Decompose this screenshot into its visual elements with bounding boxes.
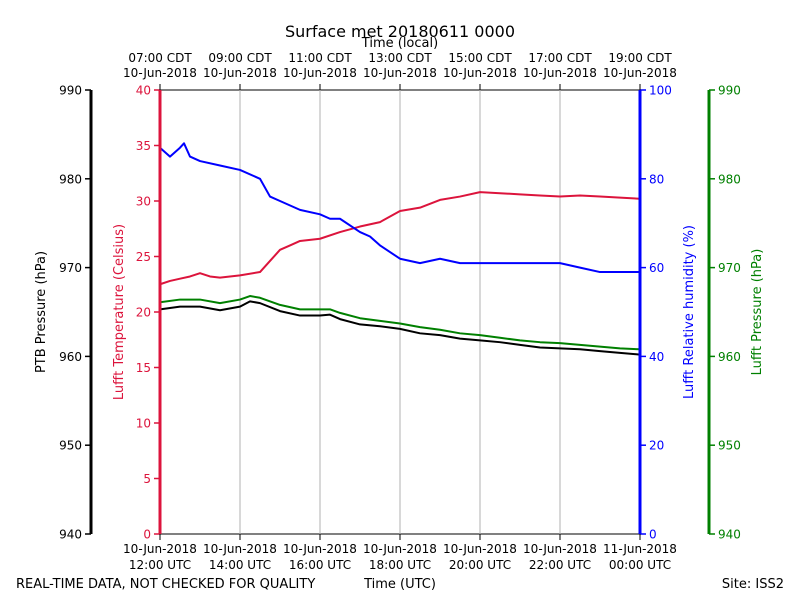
humidity-axis-title: Lufft Relative humidity (%) bbox=[682, 225, 697, 399]
top-x-tick-date: 10-Jun-2018 bbox=[123, 66, 197, 80]
bottom-x-tick-time: 16:00 UTC bbox=[289, 558, 351, 572]
top-x-tick-date: 10-Jun-2018 bbox=[283, 66, 357, 80]
site-label: Site: ISS2 bbox=[722, 577, 784, 592]
humidity-tick-label: 40 bbox=[649, 350, 664, 364]
ptb_pressure-tick-label: 990 bbox=[59, 84, 82, 98]
ptb_pressure-tick-label: 960 bbox=[59, 350, 82, 364]
bottom-x-tick-time: 20:00 UTC bbox=[449, 558, 511, 572]
humidity-tick-label: 20 bbox=[649, 439, 664, 453]
top-x-tick-time: 13:00 CDT bbox=[368, 51, 432, 65]
gridlines bbox=[239, 90, 561, 534]
bottom-x-tick-time: 22:00 UTC bbox=[529, 558, 591, 572]
bottom-x-tick-time: 12:00 UTC bbox=[129, 558, 191, 572]
humidity-tick-label: 0 bbox=[649, 528, 657, 542]
lufft-relative-humidity-line bbox=[159, 142, 640, 274]
bottom-x-tick-date: 10-Jun-2018 bbox=[523, 542, 597, 556]
temperature-tick-label: 0 bbox=[143, 528, 151, 542]
axes-group: 940 950 960 970 980 990 PTB Pressure (hPa) 0 5 10… bbox=[34, 84, 765, 542]
top-x-tick-date: 10-Jun-2018 bbox=[443, 66, 517, 80]
bottom-x-tick-time: 14:00 UTC bbox=[209, 558, 271, 572]
lufft_pressure-tick-label: 960 bbox=[718, 350, 741, 364]
temperature-tick-label: 20 bbox=[136, 306, 151, 320]
ptb_pressure-tick-label: 980 bbox=[59, 172, 82, 186]
top-x-tick-time: 07:00 CDT bbox=[128, 51, 192, 65]
lufft-temperature-line bbox=[159, 191, 641, 286]
top-x-tick-time: 09:00 CDT bbox=[208, 51, 272, 65]
top-x-tick-date: 10-Jun-2018 bbox=[523, 66, 597, 80]
top-x-tick-date: 10-Jun-2018 bbox=[363, 66, 437, 80]
x-ticks-group: 10-Jun-2018 12:00 UTC 10-Jun-2018 14:00 UTC… bbox=[123, 51, 677, 572]
ptb_pressure-tick-label: 940 bbox=[59, 528, 82, 542]
bottom-x-tick-time: 18:00 UTC bbox=[369, 558, 431, 572]
lufft_pressure-axis-title: Lufft Pressure (hPa) bbox=[750, 249, 765, 376]
temperature-tick-label: 40 bbox=[136, 84, 151, 98]
bottom-x-tick-time: 00:00 UTC bbox=[609, 558, 671, 572]
temperature-axis-title: Lufft Temperature (Celsius) bbox=[112, 224, 127, 400]
lufft-pressure-line bbox=[159, 295, 641, 351]
lufft_pressure-tick-label: 950 bbox=[718, 439, 741, 453]
ptb_pressure-tick-label: 950 bbox=[59, 439, 82, 453]
quality-disclaimer: REAL-TIME DATA, NOT CHECKED FOR QUALITY bbox=[16, 577, 315, 592]
top-x-tick-time: 17:00 CDT bbox=[528, 51, 592, 65]
lufft_pressure-tick-label: 980 bbox=[718, 172, 741, 186]
ptb_pressure-axis-title: PTB Pressure (hPa) bbox=[34, 251, 49, 373]
x-axis-label: Time (UTC) bbox=[363, 577, 436, 592]
ptb-pressure-line bbox=[159, 300, 641, 356]
top-x-tick-time: 11:00 CDT bbox=[288, 51, 352, 65]
top-x-tick-date: 10-Jun-2018 bbox=[203, 66, 277, 80]
top-x-tick-time: 19:00 CDT bbox=[608, 51, 672, 65]
lufft_pressure-tick-label: 970 bbox=[718, 261, 741, 275]
humidity-tick-label: 60 bbox=[649, 261, 664, 275]
temperature-tick-label: 30 bbox=[136, 195, 151, 209]
lufft_pressure-tick-label: 990 bbox=[718, 84, 741, 98]
bottom-x-tick-date: 10-Jun-2018 bbox=[283, 542, 357, 556]
humidity-tick-label: 100 bbox=[649, 84, 672, 98]
temperature-tick-label: 15 bbox=[136, 361, 151, 375]
bottom-x-tick-date: 11-Jun-2018 bbox=[603, 542, 677, 556]
temperature-tick-label: 10 bbox=[136, 417, 151, 431]
series-group bbox=[159, 142, 641, 356]
temperature-tick-label: 25 bbox=[136, 250, 151, 264]
humidity-tick-label: 80 bbox=[649, 172, 664, 186]
top-x-tick-time: 15:00 CDT bbox=[448, 51, 512, 65]
temperature-tick-label: 35 bbox=[136, 139, 151, 153]
chart-title: Surface met 20180611 0000 bbox=[285, 22, 515, 41]
ptb_pressure-tick-label: 970 bbox=[59, 261, 82, 275]
bottom-x-tick-date: 10-Jun-2018 bbox=[443, 542, 517, 556]
bottom-x-tick-date: 10-Jun-2018 bbox=[203, 542, 277, 556]
bottom-x-tick-date: 10-Jun-2018 bbox=[123, 542, 197, 556]
bottom-x-tick-date: 10-Jun-2018 bbox=[363, 542, 437, 556]
top-axis-label: Time (local) bbox=[361, 36, 438, 51]
lufft_pressure-tick-label: 940 bbox=[718, 528, 741, 542]
top-x-tick-date: 10-Jun-2018 bbox=[603, 66, 677, 80]
temperature-tick-label: 5 bbox=[143, 472, 151, 486]
